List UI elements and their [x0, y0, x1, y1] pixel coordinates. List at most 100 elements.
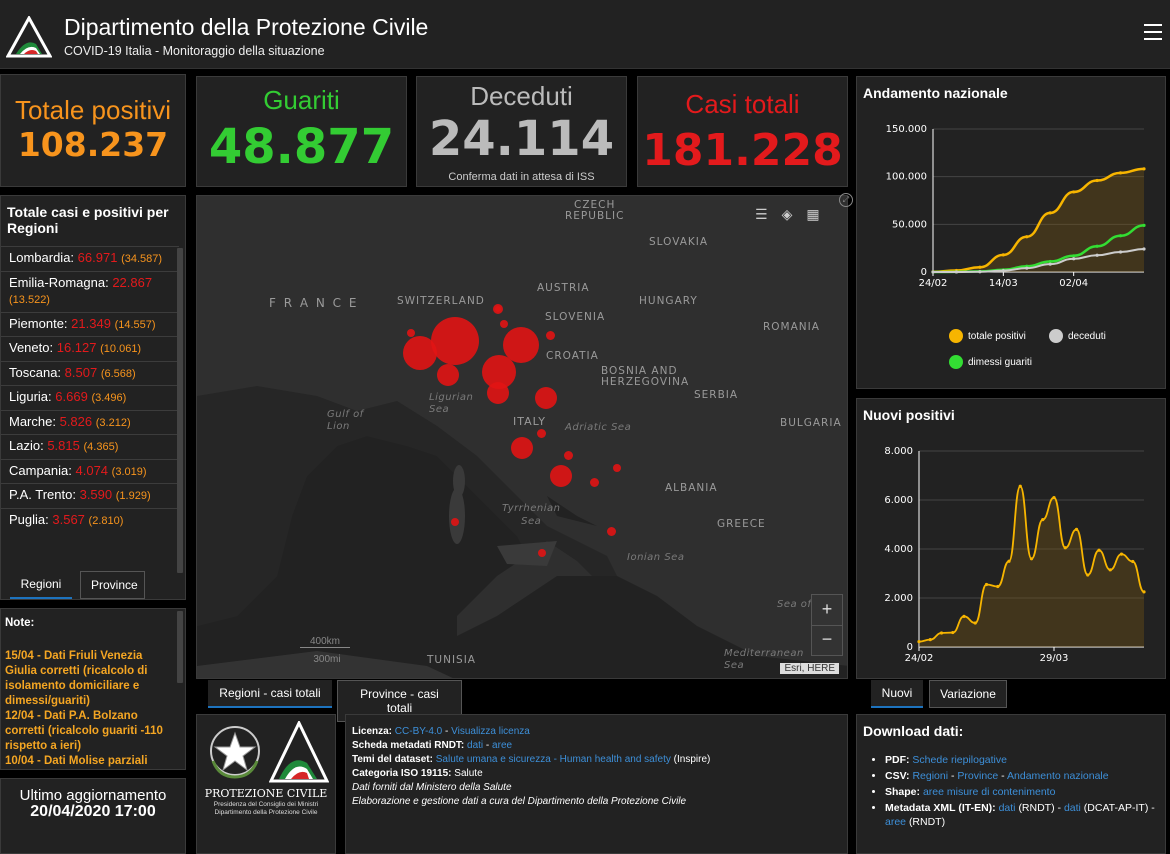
region-row[interactable]: Campania: 4.074 (3.019) [1, 458, 179, 484]
map-bubble-puglia[interactable] [613, 464, 621, 472]
map-toolbar: ☰ ◈ ▦ [755, 206, 820, 223]
rndt-aree-link[interactable]: aree [492, 740, 513, 751]
map-bubble-veneto[interactable] [503, 327, 539, 363]
zoom-out-button[interactable]: − [821, 629, 833, 649]
nuovi-positivi-point [939, 631, 944, 635]
hamburger-menu-icon[interactable] [1144, 24, 1162, 40]
region-row[interactable]: Marche: 5.826 (3.212) [1, 409, 179, 435]
kpi-guariti-title: Guariti [263, 85, 340, 115]
map-bubble-molise[interactable] [564, 451, 573, 460]
region-row[interactable]: P.A. Trento: 3.590 (1.929) [1, 483, 179, 508]
kpi-guariti: Guariti 48.877 [196, 76, 407, 187]
region-row[interactable]: Piemonte: 21.349 (14.557) [1, 311, 179, 337]
regions-list[interactable]: Lombardia: 66.971 (34.587) Emilia-Romagna… [1, 246, 179, 532]
map-bubble-aosta[interactable] [407, 329, 415, 337]
legend-dimessi-guariti[interactable]: dimessi guariti [949, 355, 1032, 369]
xml-aree-link[interactable]: aree [885, 816, 907, 828]
sea-label-adriatic: Adriatic Sea [565, 422, 632, 433]
tab-regioni-casi-totali[interactable]: Regioni - casi totali [208, 680, 332, 708]
layers-icon[interactable]: ◈ [781, 206, 793, 222]
map-panel[interactable]: CZECH REPUBLIC SLOVAKIA AUSTRIA HUNGARY F… [196, 195, 848, 679]
info-sep: - [442, 726, 452, 737]
nuovi-positivi-area [919, 486, 1144, 647]
csv-province-link[interactable]: Province [957, 770, 999, 782]
map-bubble-small[interactable] [495, 306, 501, 312]
legend-totale-positivi[interactable]: totale positivi [949, 329, 1026, 343]
info-iso: Categoria ISO 19115: Salute [352, 767, 842, 781]
kpi-casi-title: Casi totali [685, 89, 800, 119]
legend-list-icon[interactable]: ☰ [755, 206, 768, 222]
kpi-casi-totali: Casi totali 181.228 [637, 76, 848, 187]
map-bubble-piemonte[interactable] [403, 336, 437, 370]
map-bubble-friuli[interactable] [546, 331, 555, 340]
map-bubble-liguria[interactable] [437, 364, 459, 386]
page-title: Dipartimento della Protezione Civile [64, 14, 429, 40]
map-bubble-marche[interactable] [535, 387, 557, 409]
shape-link[interactable]: aree misure di contenimento [922, 786, 1056, 798]
new-cases-chart[interactable]: 0 2.000 4.000 6.000 8.000 24/02 29/03 [857, 399, 1165, 677]
info-text: Licenza: CC-BY-4.0 - Visualizza licenza … [352, 725, 842, 809]
region-row[interactable]: Puglia: 3.567 (2.810) [1, 507, 179, 533]
tab-variazione[interactable]: Variazione [929, 680, 1007, 708]
nuovi-positivi-point [951, 630, 955, 635]
kpi-deceduti-title: Deceduti [470, 81, 573, 111]
app-header: Dipartimento della Protezione Civile COV… [0, 0, 1170, 69]
basemap-gallery-icon[interactable]: ▦ [806, 206, 820, 222]
map-bubble-basilicata[interactable] [590, 478, 599, 487]
map-bubble-toscana[interactable] [487, 382, 509, 404]
map-bubble-calabria[interactable] [607, 527, 616, 536]
region-row[interactable]: Toscana: 8.507 (6.568) [1, 360, 179, 386]
notes-scrollbar[interactable] [177, 611, 183, 683]
dl-label: Metadata XML (IT-EN): [885, 802, 996, 814]
map-bubble-abruzzo[interactable] [537, 429, 546, 438]
region-row[interactable]: Emilia-Romagna: 22.867 (13.522) [1, 270, 179, 312]
kpi-casi-value: 181.228 [642, 125, 843, 176]
zoom-in-button[interactable]: + [812, 595, 842, 626]
xml-dati-dcat-link[interactable]: dati [1063, 802, 1081, 814]
fullscreen-icon[interactable]: ⤢ [839, 193, 853, 207]
tab-regioni[interactable]: Regioni [10, 571, 72, 599]
info-source: Dati forniti dal Ministero della Salute [352, 782, 512, 793]
view-license-link[interactable]: Visualizza licenza [451, 726, 530, 737]
xml-tail: (RNDT) [908, 816, 946, 828]
map-attribution[interactable]: Esri, HERE [780, 663, 839, 674]
kpi-guariti-value: 48.877 [208, 119, 395, 175]
new-cases-title: Nuovi positivi [863, 407, 955, 423]
nuovi-positivi-point [1119, 552, 1124, 556]
nuovi-positivi-point [984, 582, 989, 587]
license-link[interactable]: CC-BY-4.0 [394, 726, 443, 737]
tab-province[interactable]: Province [80, 571, 145, 599]
region-total: 5.826 [59, 413, 93, 429]
rndt-dati-link[interactable]: dati [467, 740, 484, 751]
xml-dati-rndt-link[interactable]: dati [998, 802, 1016, 814]
region-row[interactable]: Lombardia: 66.971 (34.587) [1, 246, 179, 271]
temi-link[interactable]: Salute umana e sicurezza - Human health … [435, 754, 671, 765]
region-row[interactable]: Veneto: 16.127 (10.061) [1, 336, 179, 361]
nuovi-positivi-point [1142, 590, 1146, 594]
region-row[interactable]: Liguria: 6.669 (3.496) [1, 385, 179, 410]
page-subtitle: COVID-19 Italia - Monitoraggio della sit… [64, 44, 325, 58]
legend-deceduti[interactable]: deceduti [1049, 329, 1106, 343]
map-bubble-lazio[interactable] [511, 437, 533, 459]
map-bubble-lombardia[interactable] [431, 317, 479, 365]
new-cases-panel: Nuovi positivi 0 2.000 4.000 6.000 8.000 24/0… [856, 398, 1166, 679]
tab-nuovi[interactable]: Nuovi [871, 680, 923, 708]
info-label: Categoria ISO 19115: [352, 768, 452, 779]
region-row[interactable]: Lazio: 5.815 (4.365) [1, 434, 179, 459]
map-bubble-sicilia[interactable] [538, 549, 546, 557]
map-bubble-bolzano[interactable] [500, 320, 508, 328]
download-pdf: PDF: Schede riepilogative [885, 753, 1170, 767]
map-label-serbia: SERBIA [694, 389, 739, 401]
map-label-bulgaria: BULGARIA [780, 417, 842, 429]
csv-andamento-link[interactable]: Andamento nazionale [1007, 770, 1109, 782]
map-bubble-campania[interactable] [550, 465, 572, 487]
regions-scrollbar[interactable] [177, 248, 183, 573]
nuovi-positivi-point [1086, 573, 1090, 577]
update-label: Ultimo aggiornamento [19, 787, 167, 804]
deceduti-point [1118, 250, 1123, 254]
pdf-link[interactable]: Schede riepilogative [912, 754, 1007, 766]
trend-chart[interactable]: 0 50.000 100.000 150.000 24/02 14/03 02/04 [857, 77, 1165, 307]
totale-positivi-point [1025, 235, 1029, 239]
map-bubble-sardegna[interactable] [451, 518, 459, 526]
csv-regioni-link[interactable]: Regioni [912, 770, 949, 782]
